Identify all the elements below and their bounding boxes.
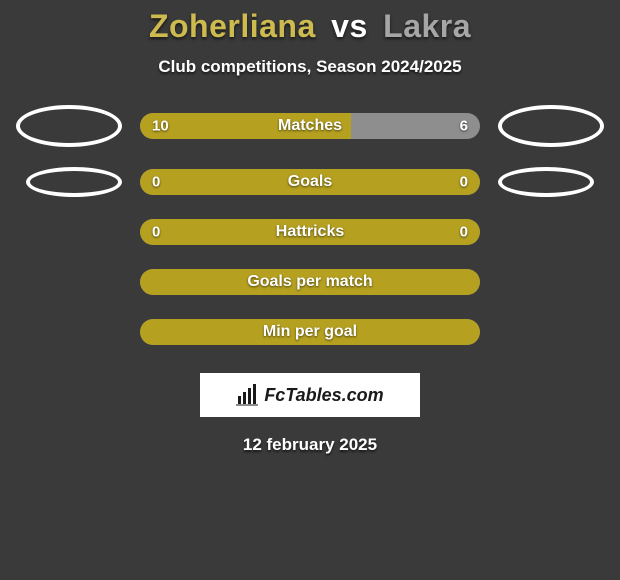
stat-value-left: 0 bbox=[152, 174, 160, 191]
subtitle: Club competitions, Season 2024/2025 bbox=[0, 57, 620, 77]
stat-row: Goals per match bbox=[0, 267, 620, 297]
stat-bar: 0 0 Hattricks bbox=[140, 219, 480, 245]
brand-text: FcTables.com bbox=[264, 385, 383, 406]
stat-bar: Goals per match bbox=[140, 269, 480, 295]
stat-label: Goals bbox=[288, 173, 332, 191]
stat-value-right: 0 bbox=[460, 224, 468, 241]
stat-row: 0 0 Goals bbox=[0, 167, 620, 197]
stat-value-right: 0 bbox=[460, 174, 468, 191]
player1-marker bbox=[16, 105, 122, 147]
stat-label: Matches bbox=[278, 117, 342, 135]
player2-marker bbox=[498, 167, 594, 197]
stat-value-left: 10 bbox=[152, 118, 169, 135]
title-player2: Lakra bbox=[383, 8, 471, 44]
stat-bar: 0 0 Goals bbox=[140, 169, 480, 195]
stat-row: Min per goal bbox=[0, 317, 620, 347]
stat-rows: 10 6 Matches 0 0 Goals 0 0 Hattricks Goals per ma… bbox=[0, 105, 620, 347]
stat-row: 0 0 Hattricks bbox=[0, 217, 620, 247]
stat-value-left: 0 bbox=[152, 224, 160, 241]
title-vs: vs bbox=[331, 8, 368, 44]
date-label: 12 february 2025 bbox=[0, 435, 620, 455]
stat-row: 10 6 Matches bbox=[0, 105, 620, 147]
stat-label: Min per goal bbox=[263, 323, 357, 341]
stat-label: Goals per match bbox=[247, 273, 372, 291]
comparison-card: Zoherliana vs Lakra Club competitions, S… bbox=[0, 0, 620, 455]
stat-bar: Min per goal bbox=[140, 319, 480, 345]
stat-bar: 10 6 Matches bbox=[140, 113, 480, 139]
stat-label: Hattricks bbox=[276, 223, 344, 241]
title-player1: Zoherliana bbox=[149, 8, 316, 44]
stat-value-right: 6 bbox=[460, 118, 468, 135]
player2-marker bbox=[498, 105, 604, 147]
player1-marker bbox=[26, 167, 122, 197]
barchart-icon bbox=[236, 384, 258, 406]
brand-box[interactable]: FcTables.com bbox=[200, 373, 420, 417]
page-title: Zoherliana vs Lakra bbox=[0, 8, 620, 45]
